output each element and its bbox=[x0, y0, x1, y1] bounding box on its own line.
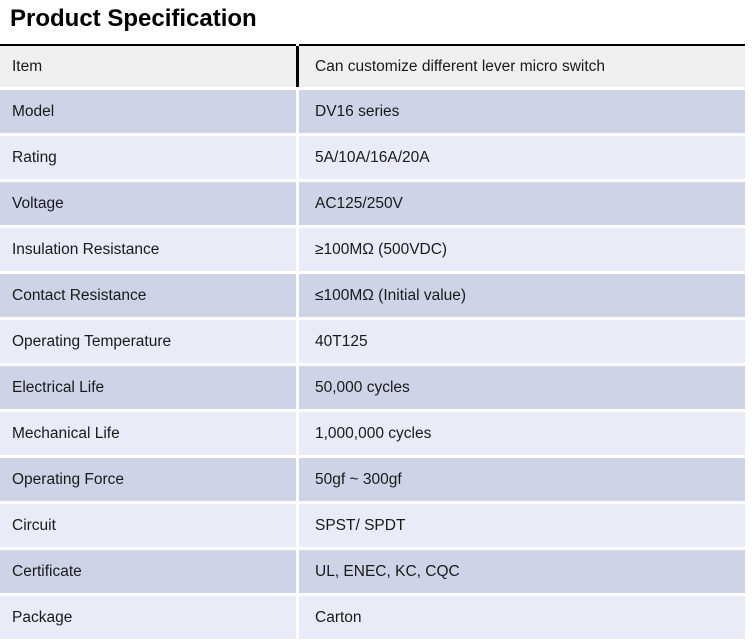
spec-row: Voltage AC125/250V bbox=[0, 182, 745, 225]
spec-label-cell: Item bbox=[0, 44, 296, 87]
spec-value-cell: 50,000 cycles bbox=[299, 366, 745, 409]
spec-value-cell: SPST/ SPDT bbox=[299, 504, 745, 547]
spec-label-cell: Rating bbox=[0, 136, 296, 179]
spec-label-cell: Insulation Resistance bbox=[0, 228, 296, 271]
spec-label-cell: Operating Force bbox=[0, 458, 296, 501]
spec-value-cell: Carton bbox=[299, 596, 745, 639]
spec-label-cell: Model bbox=[0, 90, 296, 133]
spec-row: Mechanical Life 1,000,000 cycles bbox=[0, 412, 745, 455]
spec-value-cell: UL, ENEC, KC, CQC bbox=[299, 550, 745, 593]
spec-value-cell: 5A/10A/16A/20A bbox=[299, 136, 745, 179]
spec-value-cell: ≥100MΩ (500VDC) bbox=[299, 228, 745, 271]
spec-row: Operating Force 50gf ~ 300gf bbox=[0, 458, 745, 501]
spec-label-cell: Certificate bbox=[0, 550, 296, 593]
spec-value-cell: AC125/250V bbox=[299, 182, 745, 225]
spec-row: Certificate UL, ENEC, KC, CQC bbox=[0, 550, 745, 593]
spec-label-cell: Contact Resistance bbox=[0, 274, 296, 317]
spec-label-cell: Voltage bbox=[0, 182, 296, 225]
spec-row: Electrical Life 50,000 cycles bbox=[0, 366, 745, 409]
spec-value-cell: ≤100MΩ (Initial value) bbox=[299, 274, 745, 317]
page-title: Product Specification bbox=[10, 5, 257, 32]
specification-table: Item Can customize different lever micro … bbox=[0, 44, 745, 639]
spec-label-cell: Circuit bbox=[0, 504, 296, 547]
spec-row: Rating 5A/10A/16A/20A bbox=[0, 136, 745, 179]
spec-value-cell: 40T125 bbox=[299, 320, 745, 363]
spec-value-cell: Can customize different lever micro swit… bbox=[299, 44, 745, 87]
spec-value-cell: DV16 series bbox=[299, 90, 745, 133]
spec-label-cell: Operating Temperature bbox=[0, 320, 296, 363]
spec-label-cell: Package bbox=[0, 596, 296, 639]
spec-row: Model DV16 series bbox=[0, 90, 745, 133]
spec-label-cell: Electrical Life bbox=[0, 366, 296, 409]
spec-label-cell: Mechanical Life bbox=[0, 412, 296, 455]
spec-row: Package Carton bbox=[0, 596, 745, 639]
spec-value-cell: 50gf ~ 300gf bbox=[299, 458, 745, 501]
spec-row: Operating Temperature 40T125 bbox=[0, 320, 745, 363]
spec-row: Insulation Resistance ≥100MΩ (500VDC) bbox=[0, 228, 745, 271]
spec-row: Item Can customize different lever micro … bbox=[0, 44, 745, 87]
spec-row: Circuit SPST/ SPDT bbox=[0, 504, 745, 547]
spec-row: Contact Resistance ≤100MΩ (Initial value) bbox=[0, 274, 745, 317]
spec-value-cell: 1,000,000 cycles bbox=[299, 412, 745, 455]
